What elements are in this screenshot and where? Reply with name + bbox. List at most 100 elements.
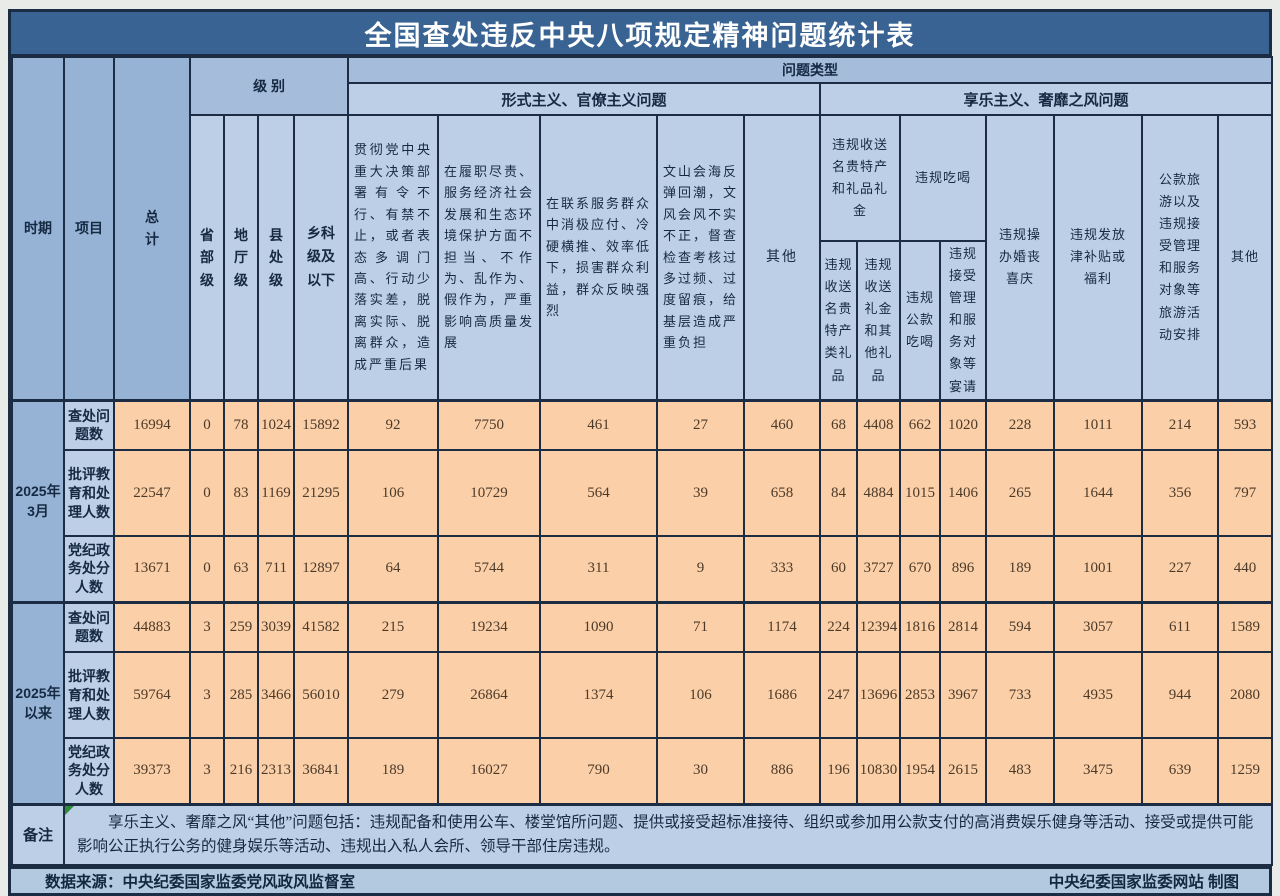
data-cell: 886: [743, 737, 822, 806]
data-cell: 0: [189, 535, 225, 604]
data-cell: 1090: [539, 600, 659, 654]
data-cell: 1374: [539, 651, 659, 740]
header-level-county: 县处级: [257, 113, 295, 402]
data-cell: 189: [347, 737, 440, 806]
data-cell: 10729: [437, 449, 542, 538]
data-cell: 3057: [1053, 600, 1144, 654]
data-cell: 1015: [899, 449, 942, 538]
footer-bar: 数据来源：中央纪委国家监委党风政风监督室 中央纪委国家监委网站 制图: [11, 865, 1269, 893]
header-period: 时期: [11, 55, 65, 402]
data-cell: 896: [939, 535, 988, 604]
data-cell: 215: [347, 600, 440, 654]
data-cell: 3: [189, 651, 225, 740]
data-cell: 224: [819, 600, 859, 654]
data-cell: 265: [985, 449, 1056, 538]
data-cell: 247: [819, 651, 859, 740]
data-cell: 16027: [437, 737, 542, 806]
data-cell: 1406: [939, 449, 988, 538]
data-cell: 1589: [1217, 600, 1274, 654]
data-cell: 227: [1141, 535, 1220, 604]
row-label: 查处问题数: [63, 600, 115, 654]
statistics-table: 时期 项目 总计 级 别 问题类型 形式主义、官僚主义问题 享乐主义、奢靡之风问…: [11, 55, 1274, 866]
data-cell: 64: [347, 535, 440, 604]
data-cell: 611: [1141, 600, 1220, 654]
data-cell: 10830: [856, 737, 902, 806]
data-cell: 7750: [437, 398, 542, 452]
data-cell: 790: [539, 737, 659, 806]
data-cell: 1001: [1053, 535, 1144, 604]
data-cell: 106: [656, 651, 746, 740]
note-label: 备注: [11, 802, 65, 866]
data-cell: 440: [1217, 535, 1274, 604]
data-cell: 3: [189, 600, 225, 654]
data-cell: 22547: [113, 449, 191, 538]
data-cell: 60: [819, 535, 859, 604]
header-gift-group: 违规收送名贵特产和礼品礼金: [819, 114, 902, 242]
data-cell: 2615: [939, 737, 988, 806]
header-public-travel: 公款旅游以及违规接受管理和服务对象等旅游活动安排: [1141, 113, 1220, 402]
period-cell-2025-ytd: 2025年以来: [11, 600, 65, 806]
data-cell: 356: [1141, 449, 1220, 538]
data-cell: 333: [743, 535, 822, 604]
data-cell: 0: [189, 449, 225, 538]
header-problem-type: 问题类型: [347, 56, 1274, 84]
note-cell: 享乐主义、奢靡之风“其他”问题包括：违规配备和使用公车、楼堂馆所问题、提供或接受…: [62, 802, 1274, 866]
data-cell: 461: [539, 398, 659, 452]
header-formalism-col-2: 在履职尽责、服务经济社会发展和生态环境保护方面不担当、不作为、乱作为、假作为，严…: [437, 113, 542, 402]
row-label: 批评教育和处理人数: [63, 651, 115, 740]
data-cell: 4935: [1053, 651, 1144, 740]
header-gift-specialty: 违规收送名贵特产类礼品: [819, 239, 859, 402]
data-cell: 27: [656, 398, 746, 452]
data-cell: 214: [1141, 398, 1220, 452]
header-total-label: 总计: [145, 208, 159, 248]
data-cell: 84: [819, 449, 859, 538]
data-cell: 12394: [856, 600, 902, 654]
data-cell: 36841: [292, 737, 350, 806]
data-cell: 3967: [939, 651, 988, 740]
data-cell: 2080: [1217, 651, 1274, 740]
data-cell: 311: [539, 535, 659, 604]
data-cell: 71: [656, 600, 746, 654]
header-formalism-group: 形式主义、官僚主义问题: [347, 82, 822, 116]
data-cell: 68: [819, 398, 859, 452]
row-label: 查处问题数: [63, 398, 115, 452]
data-cell: 39: [656, 449, 746, 538]
header-hedonism-group: 享乐主义、奢靡之风问题: [819, 82, 1274, 116]
header-public-travel-label: 公款旅游以及违规接受管理和服务对象等旅游活动安排: [1159, 171, 1202, 342]
data-cell: 460: [743, 398, 822, 452]
header-level-province-label: 省部级: [200, 226, 214, 288]
data-cell: 1020: [939, 398, 988, 452]
data-cell: 662: [899, 398, 942, 452]
header-level-prefecture-label: 地厅级: [234, 226, 248, 288]
data-cell: 1954: [899, 737, 942, 806]
period-cell-2025-03: 2025年3月: [11, 398, 65, 604]
data-cell: 658: [743, 449, 822, 538]
header-level-province: 省部级: [189, 113, 225, 402]
data-cell: 3475: [1053, 737, 1144, 806]
data-cell: 3466: [257, 651, 295, 740]
data-cell: 9: [656, 535, 746, 604]
table-frame: 全国查处违反中央八项规定精神问题统计表 时期 项目 总计 级 别 问题类型 形式…: [8, 9, 1274, 896]
data-cell: 19234: [437, 600, 542, 654]
header-wedding-funeral-label: 违规操办婚丧喜庆: [999, 227, 1042, 287]
data-cell: 106: [347, 449, 440, 538]
header-eat-group: 违规吃喝: [899, 114, 988, 242]
data-cell: 3727: [856, 535, 902, 604]
data-cell: 733: [985, 651, 1056, 740]
data-cell: 1644: [1053, 449, 1144, 538]
data-cell: 797: [1217, 449, 1274, 538]
header-formalism-col-1: 贯彻党中央重大决策部署有令不行、有禁不止，或者表态多调门高、行动少落实差，脱离实…: [347, 113, 440, 402]
data-cell: 56010: [292, 651, 350, 740]
data-cell: 594: [985, 600, 1056, 654]
header-level-prefecture: 地厅级: [223, 113, 259, 402]
data-cell: 63: [223, 535, 259, 604]
data-cell: 2814: [939, 600, 988, 654]
header-allowance: 违规发放津补贴或福利: [1053, 113, 1144, 402]
row-label: 批评教育和处理人数: [63, 449, 115, 538]
header-level-township: 乡科级及以下: [292, 113, 350, 402]
credit: 中央纪委国家监委网站 制图: [1048, 873, 1239, 891]
row-label: 党纪政务处分人数: [63, 737, 115, 806]
data-cell: 13696: [856, 651, 902, 740]
data-cell: 285: [223, 651, 259, 740]
data-cell: 59764: [113, 651, 191, 740]
